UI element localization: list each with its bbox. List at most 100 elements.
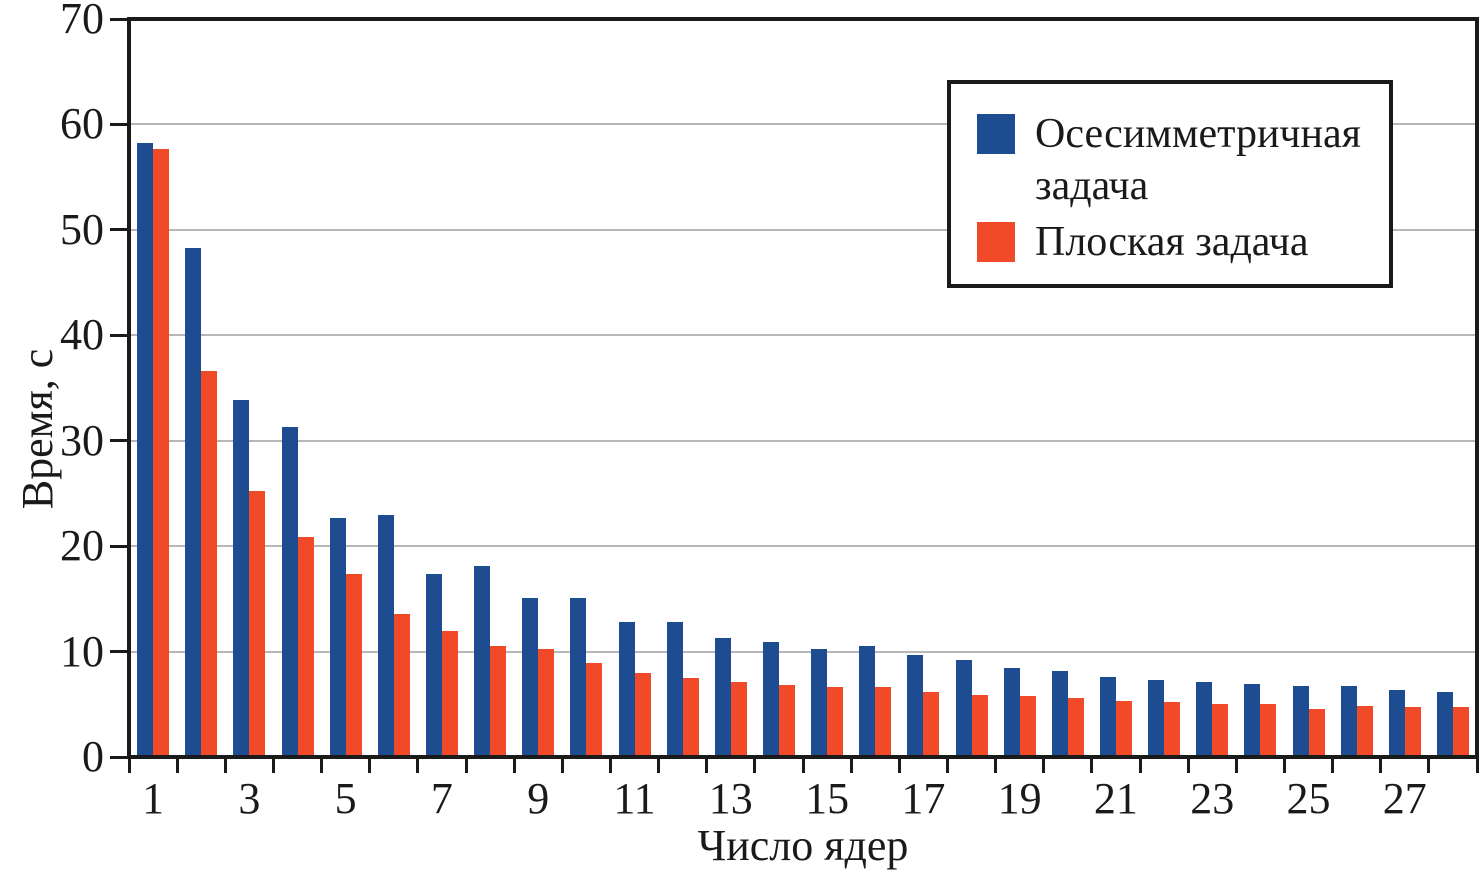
x-tick-label: 9 <box>527 774 550 823</box>
y-axis-tick <box>110 228 127 232</box>
bar-plane <box>1164 702 1181 757</box>
bar-plane <box>923 691 940 757</box>
x-tick-label: 25 <box>1286 774 1331 823</box>
x-axis-tick <box>368 757 372 773</box>
x-axis-tick <box>801 757 805 773</box>
y-tick-label: 0 <box>82 732 104 781</box>
bar-plane <box>201 371 218 757</box>
x-axis-tick <box>753 757 757 773</box>
bar-plane <box>730 682 747 757</box>
x-axis-tick <box>705 757 709 773</box>
x-axis-tick <box>1282 757 1286 773</box>
bar-axisymmetric <box>522 597 539 757</box>
bar-plane <box>1356 706 1373 757</box>
bar-plane <box>345 573 362 757</box>
bar-axisymmetric <box>859 646 876 757</box>
bar-axisymmetric <box>1244 684 1261 757</box>
bar-axisymmetric <box>474 566 491 757</box>
bar-plane <box>778 685 795 757</box>
bar-plane <box>1452 707 1469 757</box>
x-axis-tick <box>945 757 949 773</box>
x-axis-tick <box>657 757 661 773</box>
bar-axisymmetric <box>811 649 828 757</box>
bar-axisymmetric <box>1292 686 1309 757</box>
x-axis-title: Число ядер <box>697 821 909 870</box>
bar-axisymmetric <box>666 622 683 757</box>
x-tick-label: 11 <box>613 774 656 823</box>
x-tick-label: 5 <box>334 774 357 823</box>
x-axis-tick <box>1186 757 1190 773</box>
x-axis-tick <box>994 757 998 773</box>
legend-label: Осесимметричная задача <box>1035 111 1361 209</box>
bar-axisymmetric <box>1436 691 1453 757</box>
y-axis-tick <box>110 122 127 126</box>
x-axis-tick <box>1234 757 1238 773</box>
bar-axisymmetric <box>1099 676 1116 757</box>
bar-axisymmetric <box>281 427 298 757</box>
legend-label: Плоская задача <box>1035 219 1309 265</box>
bar-plane <box>490 646 507 757</box>
y-axis-tick <box>110 544 127 548</box>
bar-plane <box>538 649 555 757</box>
bar-axisymmetric <box>1148 680 1165 757</box>
x-axis-tick <box>175 757 179 773</box>
gridline <box>129 123 1477 126</box>
bar-plane <box>827 687 844 757</box>
bar-axisymmetric <box>714 637 731 757</box>
x-axis-tick <box>1138 757 1142 773</box>
y-axis-tick <box>110 333 127 337</box>
y-tick-label: 30 <box>60 415 104 465</box>
x-tick-label: 13 <box>708 774 753 823</box>
bar-axisymmetric <box>570 597 587 757</box>
bar-plane <box>153 148 170 757</box>
bar-plane <box>1404 707 1421 757</box>
y-tick-label: 10 <box>60 626 104 676</box>
gridline <box>129 439 1477 442</box>
bar-axisymmetric <box>377 514 394 757</box>
x-axis-tick <box>560 757 564 773</box>
y-tick-label: 60 <box>60 99 104 149</box>
bar-plane <box>875 687 892 757</box>
x-axis-tick <box>271 757 275 773</box>
bar-axisymmetric <box>1340 686 1357 757</box>
bar-plane <box>682 677 699 757</box>
x-tick-label: 27 <box>1382 774 1427 823</box>
x-axis-tick <box>223 757 227 773</box>
bar-axisymmetric <box>137 143 154 757</box>
bar-axisymmetric <box>955 660 972 757</box>
bar-axisymmetric <box>425 573 442 757</box>
x-tick-label: 3 <box>238 774 261 823</box>
x-axis-tick <box>1475 757 1479 773</box>
x-tick-label: 19 <box>997 774 1042 823</box>
gridline <box>129 545 1477 548</box>
bar-axisymmetric <box>907 654 924 757</box>
x-tick-label: 17 <box>901 774 946 823</box>
y-tick-label: 50 <box>60 204 104 254</box>
bar-axisymmetric <box>762 642 779 757</box>
bar-plane <box>634 672 651 757</box>
legend-item: Плоская задача <box>977 216 1389 268</box>
bar-plane <box>297 536 314 757</box>
bar-axisymmetric <box>1003 668 1020 757</box>
legend-item: Осесимметричная задача <box>977 108 1389 212</box>
x-axis-tick <box>849 757 853 773</box>
y-tick-label: 70 <box>60 0 104 43</box>
gridline <box>129 650 1477 653</box>
y-tick-label: 20 <box>60 521 104 571</box>
bar-plane <box>441 630 458 757</box>
bar-axisymmetric <box>233 399 250 757</box>
x-tick-label: 21 <box>1093 774 1138 823</box>
y-axis-tick <box>110 17 127 21</box>
legend: Осесимметричная задача Плоская задача <box>947 80 1393 288</box>
x-axis-tick <box>1042 757 1046 773</box>
legend-swatch-plane <box>977 222 1015 262</box>
x-axis-tick <box>1090 757 1094 773</box>
bar-plane <box>586 663 603 757</box>
x-axis-tick <box>608 757 612 773</box>
bar-plane <box>1212 704 1229 757</box>
bar-axisymmetric <box>329 517 346 757</box>
x-tick-label: 15 <box>805 774 850 823</box>
x-axis-tick <box>464 757 468 773</box>
bar-plane <box>1260 704 1277 757</box>
